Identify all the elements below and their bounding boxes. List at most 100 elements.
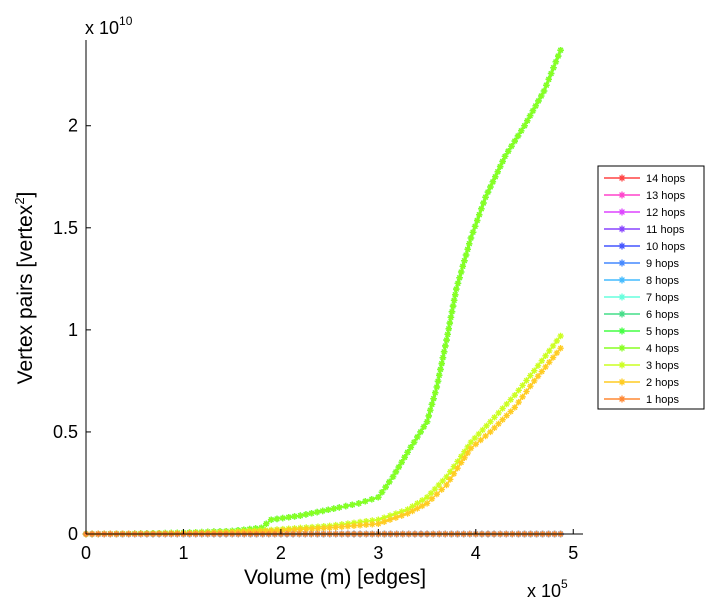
data-point-marker [444, 331, 451, 338]
legend-label: 14 hops [646, 173, 686, 185]
legend-entry: 14 hops [604, 173, 686, 185]
legend: 14 hops 13 hops 12 hops 11 hops 10 hops 9 hop… [597, 165, 705, 410]
data-point-marker [428, 495, 436, 502]
series-3-hops [82, 332, 564, 538]
data-point-marker [466, 240, 473, 247]
data-point-marker [319, 507, 326, 515]
data-point-marker [618, 293, 626, 301]
data-point-marker [285, 526, 292, 534]
data-point-marker [386, 516, 394, 523]
axes-layer [85, 40, 583, 535]
data-point-marker [423, 494, 431, 501]
legend-entry: 3 hops [604, 360, 680, 372]
data-point-marker [549, 354, 557, 361]
data-point-marker [531, 377, 538, 385]
data-point-marker [356, 522, 364, 529]
data-point-marker [325, 506, 332, 513]
data-point-marker [362, 498, 369, 505]
data-point-marker [540, 87, 548, 95]
data-point-marker [534, 362, 542, 369]
legend-entry: 9 hops [604, 258, 680, 270]
data-point-marker [381, 514, 388, 521]
data-point-marker [542, 352, 549, 360]
data-point-marker [437, 366, 444, 373]
legend-label: 10 hops [646, 241, 686, 253]
data-point-marker [382, 483, 389, 491]
data-point-marker [336, 504, 343, 511]
data-point-marker [546, 359, 553, 366]
data-point-marker [461, 454, 468, 461]
data-point-marker [459, 263, 467, 270]
data-point-marker [349, 501, 356, 508]
data-point-marker [447, 476, 454, 483]
data-point-marker [492, 173, 499, 180]
data-point-marker [549, 342, 557, 350]
data-point-marker [404, 449, 411, 456]
legend-entry: 10 hops [604, 241, 686, 253]
legend-entry: 8 hops [604, 275, 680, 287]
data-point-marker [375, 494, 382, 501]
data-point-marker [267, 516, 275, 523]
data-point-marker [344, 523, 352, 530]
data-point-marker [483, 422, 490, 430]
data-point-marker [401, 454, 408, 461]
data-point-marker [532, 102, 539, 110]
data-point-marker [472, 440, 480, 448]
data-point-marker [545, 76, 552, 83]
data-point-marker [378, 488, 386, 496]
legend-label: 13 hops [646, 190, 686, 202]
data-point-marker [407, 444, 415, 451]
data-point-marker [494, 168, 501, 175]
legend-entry: 2 hops [604, 377, 680, 389]
data-point-marker [303, 525, 310, 533]
data-point-marker [375, 520, 382, 527]
data-point-marker [491, 414, 498, 421]
data-point-marker [457, 268, 465, 276]
data-point-marker [480, 199, 487, 207]
data-point-marker [482, 432, 489, 440]
data-point-marker [302, 511, 310, 518]
x-multiplier-exponent: 5 [561, 577, 568, 591]
data-point-marker [476, 211, 483, 218]
series-line [85, 347, 562, 535]
y-multiplier-exponent: 10 [119, 14, 133, 28]
data-point-marker [618, 242, 626, 250]
data-point-marker [527, 372, 534, 379]
data-point-marker [501, 153, 509, 160]
data-point-marker [439, 354, 447, 361]
data-point-marker [439, 477, 446, 485]
data-point-marker [434, 377, 442, 385]
legend-label: 11 hops [646, 224, 685, 236]
data-point-marker [398, 458, 405, 466]
data-point-marker [246, 525, 253, 533]
data-point-marker [386, 478, 393, 486]
y-axis-title-end: ] [14, 192, 37, 198]
x-tick-label: 2 [276, 543, 286, 563]
data-point-marker [457, 459, 465, 466]
data-point-marker [414, 505, 421, 512]
y-axis-title: Vertex pairs [vertex2] [12, 192, 37, 385]
data-point-marker [297, 526, 304, 533]
legend-label: 2 hops [646, 377, 680, 389]
data-point-marker [431, 485, 439, 493]
x-tick-label: 3 [373, 543, 383, 563]
data-point-marker [518, 127, 525, 135]
data-point-marker [618, 191, 626, 199]
legend-entry: 5 hops [604, 326, 680, 338]
legend-box [597, 165, 705, 410]
x-tick-label: 1 [178, 543, 188, 563]
data-point-marker [557, 47, 564, 54]
data-point-marker [445, 325, 452, 332]
data-point-marker [419, 502, 426, 510]
data-point-marker [477, 436, 484, 444]
series-5-hops [82, 47, 564, 538]
data-point-marker [395, 463, 403, 471]
data-point-marker [435, 481, 442, 489]
data-point-marker [471, 434, 479, 442]
data-point-marker [508, 142, 515, 150]
series-line [85, 49, 562, 535]
data-point-marker [538, 368, 545, 375]
data-point-marker [464, 449, 471, 457]
